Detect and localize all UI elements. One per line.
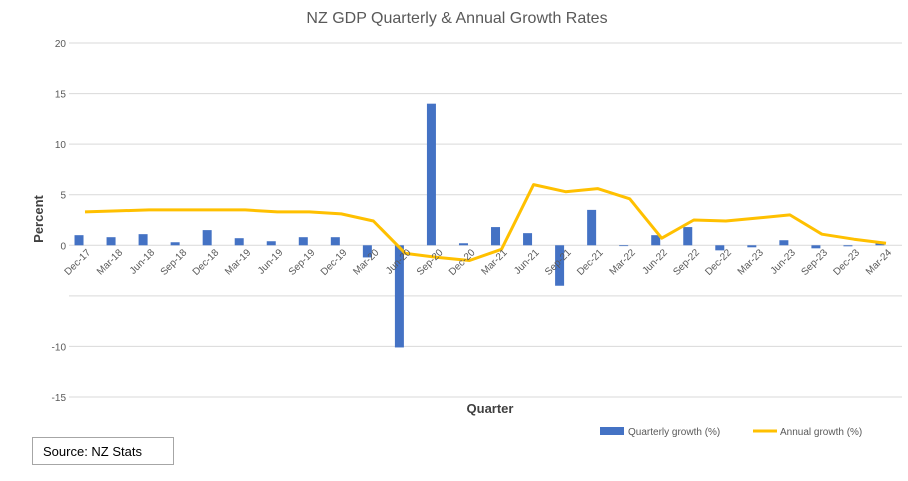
x-tick-label: Mar-23 <box>736 247 766 277</box>
y-tick-label: 15 <box>55 90 67 101</box>
y-tick-label: -10 <box>52 342 67 353</box>
x-tick-label: Dec-22 <box>703 247 734 278</box>
quarterly-bar <box>170 242 180 246</box>
quarterly-bar <box>458 243 468 246</box>
quarterly-bar <box>491 227 501 246</box>
quarterly-bar <box>875 243 885 246</box>
x-axis-label: Quarter <box>467 401 514 416</box>
x-tick-label: Sep-18 <box>159 247 190 278</box>
x-tick-label: Jun-18 <box>128 247 158 277</box>
quarterly-bar <box>811 245 821 249</box>
y-axis: -15 -10 0 5 10 15 20 <box>52 39 67 404</box>
y-tick-label: 0 <box>60 241 66 252</box>
x-tick-label: Jun-21 <box>512 247 542 277</box>
quarterly-bar <box>715 245 725 251</box>
x-tick-label: Mar-22 <box>608 247 638 277</box>
quarterly-bar <box>106 237 116 246</box>
legend-label-quarterly: Quarterly growth (%) <box>628 427 720 438</box>
quarterly-bar <box>843 245 853 247</box>
quarterly-bar <box>619 245 629 247</box>
legend-label-annual: Annual growth (%) <box>780 427 862 438</box>
gridlines <box>69 42 902 398</box>
legend-swatch-quarterly <box>600 427 624 435</box>
quarterly-bar <box>266 241 276 246</box>
quarterly-bar <box>651 235 661 246</box>
quarterly-bar <box>779 240 789 246</box>
x-tick-label: Dec-18 <box>191 247 222 278</box>
quarterly-bar <box>587 209 597 246</box>
y-tick-label: 20 <box>55 39 67 50</box>
chart-title: NZ GDP Quarterly & Annual Growth Rates <box>306 10 607 27</box>
x-tick-label: Dec-21 <box>575 247 606 278</box>
x-tick-label: Mar-24 <box>864 247 894 277</box>
quarterly-bar <box>74 235 84 246</box>
x-tick-label: Mar-19 <box>223 247 253 277</box>
x-tick-label: Jun-22 <box>640 247 670 277</box>
legend: Quarterly growth (%) Annual growth (%) <box>600 427 862 438</box>
y-axis-label: Percent <box>31 194 46 242</box>
x-tick-label: Sep-20 <box>415 247 446 278</box>
y-tick-label: -15 <box>52 393 67 404</box>
x-tick-label: Sep-23 <box>799 247 830 278</box>
quarterly-bar <box>330 237 340 246</box>
quarterly-bar <box>426 103 436 246</box>
source-note: Source: NZ Stats <box>32 437 174 465</box>
quarterly-bar <box>683 227 693 246</box>
x-tick-label: Dec-23 <box>831 247 862 278</box>
quarterly-bar <box>362 245 372 258</box>
x-tick-label: Jun-23 <box>769 247 799 277</box>
x-tick-label: Jun-19 <box>256 247 286 277</box>
quarterly-bar <box>298 237 308 246</box>
x-tick-label: Dec-20 <box>447 247 478 278</box>
x-tick-label: Sep-22 <box>671 247 702 278</box>
y-tick-label: 10 <box>55 140 67 151</box>
quarterly-bar <box>555 245 565 286</box>
quarterly-bars <box>74 103 885 348</box>
x-tick-label: Dec-19 <box>319 247 350 278</box>
quarterly-bar <box>747 245 757 248</box>
quarterly-bar <box>523 233 533 246</box>
x-tick-label: Sep-19 <box>287 247 318 278</box>
x-tick-label: Mar-18 <box>95 247 125 277</box>
x-axis: Dec-17 Mar-18 Jun-18 Sep-18 Dec-18 Mar-19 Jun-… <box>63 247 895 278</box>
quarterly-bar <box>394 245 404 348</box>
quarterly-bar <box>202 230 212 246</box>
x-tick-label: Dec-17 <box>63 247 94 278</box>
quarterly-bar <box>234 238 244 246</box>
quarterly-bar <box>138 234 148 246</box>
annual-growth-line <box>84 183 887 262</box>
y-tick-label: 5 <box>60 191 66 202</box>
